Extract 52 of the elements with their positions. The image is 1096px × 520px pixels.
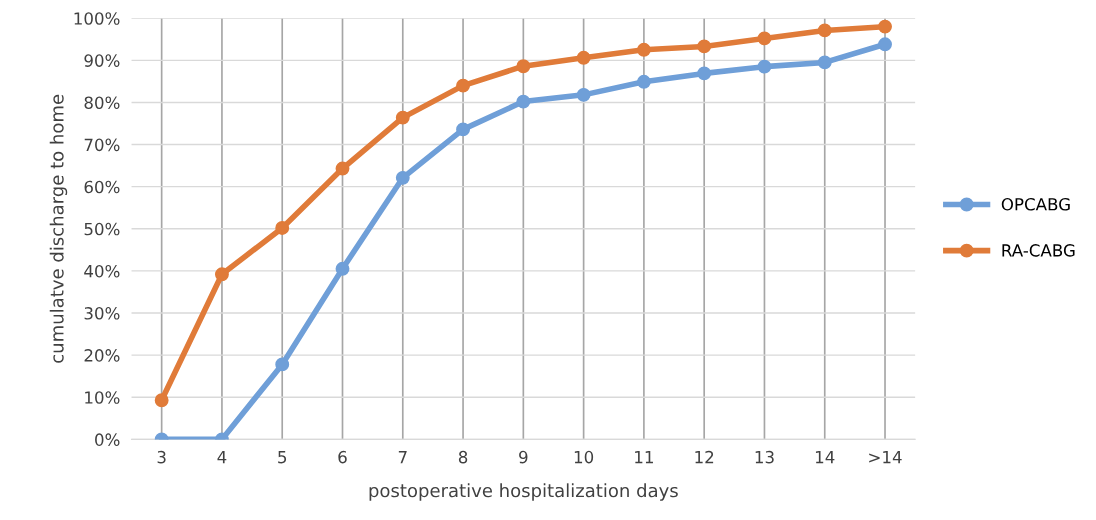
x-tick-label: 4 [217,451,227,464]
point [456,122,471,137]
point [757,59,772,74]
y-tick-label: 90% [84,54,120,67]
point [516,94,531,109]
point [154,393,169,408]
point [275,221,290,235]
point [576,50,591,65]
y-tick-label: 10% [85,391,120,404]
point [275,357,290,372]
x-tick-label: 9 [519,450,528,464]
point [395,110,410,125]
point [335,261,350,276]
point [636,74,651,89]
y-tick-label: 60% [84,180,120,194]
y-axis-title: cumulatve discharge to home [49,94,68,363]
x-tick-label: 11 [635,451,653,464]
point [395,170,410,185]
point [576,87,591,102]
y-tick-label: 100% [74,12,120,25]
x-tick-label: 7 [398,451,407,464]
legend-label: OPCABG [1001,197,1070,211]
y-tick-label: 80% [84,96,120,110]
x-tick-label: >14 [869,451,902,464]
x-tick-label: 8 [458,450,468,464]
point [757,31,772,46]
point [697,66,712,81]
y-tick-label: 50% [84,222,120,236]
point [817,23,832,38]
point [878,19,892,34]
y-tick-label: 0% [95,433,120,446]
legend-label: RA-CABG [1002,244,1075,257]
x-tick-label: 13 [755,450,774,464]
x-tick-label: 10 [574,450,594,464]
x-tick-label: 5 [278,451,287,464]
x-tick-label: 12 [695,450,714,464]
x-tick-label: 6 [338,450,347,464]
point [335,161,350,176]
point [817,55,832,70]
y-tick-label: 20% [84,349,120,362]
point [636,42,651,57]
point [214,267,229,282]
x-tick-label: 3 [157,450,166,464]
point [878,37,892,52]
y-tick-label: 30% [84,307,120,320]
point [456,78,471,93]
point [697,39,712,54]
y-tick-label: 70% [84,138,120,152]
x-tick-label: 14 [815,451,835,464]
x-axis-title: postoperative hospitalization days [369,483,678,501]
point [516,59,531,74]
y-tick-label: 40% [84,264,120,278]
